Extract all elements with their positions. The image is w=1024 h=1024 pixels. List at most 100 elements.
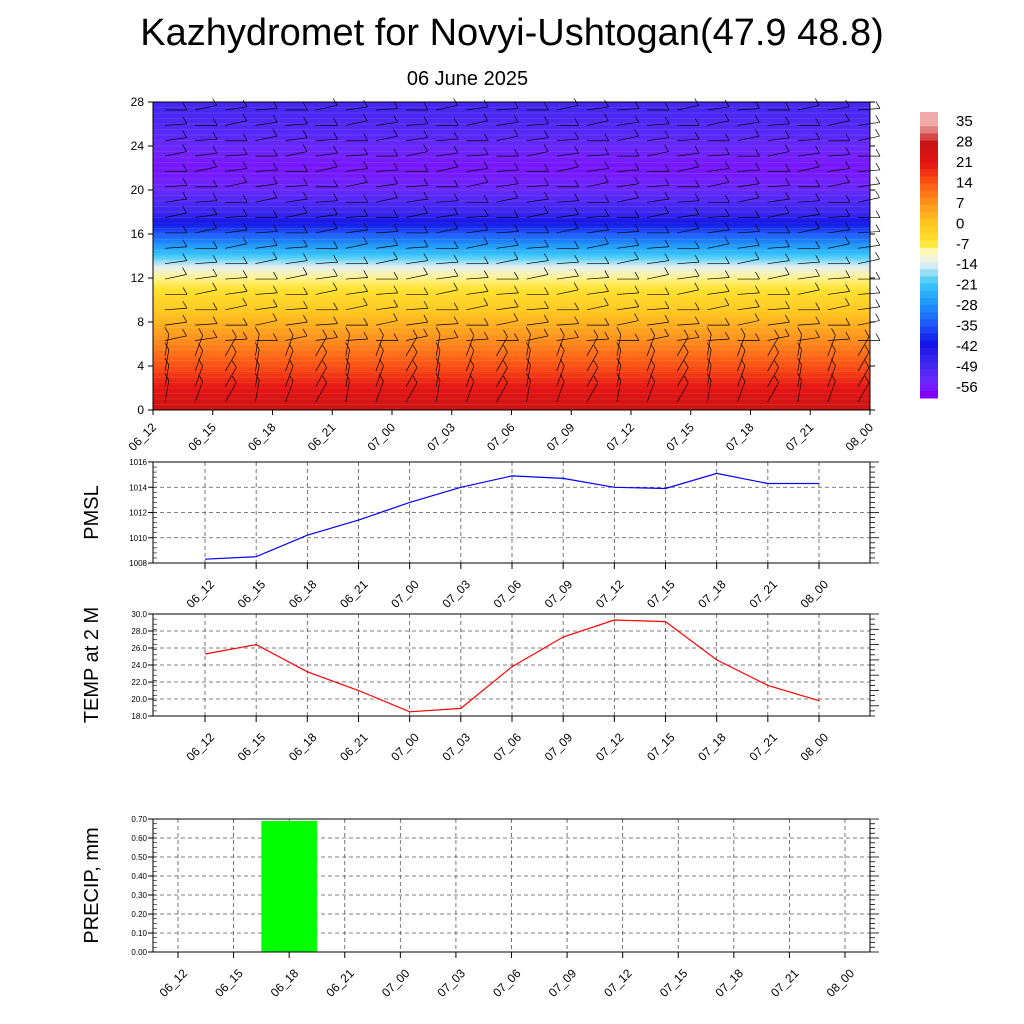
x-tick-label: 07_12 (593, 730, 627, 764)
x-tick-label: 07_15 (644, 577, 678, 611)
wind-barb (797, 138, 820, 142)
colorbar-swatch (920, 297, 938, 306)
wind-barb (707, 243, 729, 249)
wind-barb (526, 260, 549, 265)
wind-barb-flag (393, 238, 399, 246)
wind-barb (164, 380, 170, 403)
wind-barb (496, 231, 519, 234)
wind-barb-flag (845, 270, 851, 278)
wind-barb-flag (513, 313, 519, 321)
colorbar-swatch (920, 133, 938, 142)
wind-barb-flag (453, 159, 458, 168)
wind-barb-flag (845, 256, 851, 264)
x-tick-label: 07_21 (746, 577, 780, 611)
wind-barb-flag (845, 133, 851, 141)
wind-barb-flag (573, 221, 579, 229)
wind-barb-flag (724, 236, 730, 244)
wind-barb-flag (694, 159, 700, 168)
wind-barb-flag (664, 267, 669, 275)
wind-barb-flag (875, 148, 881, 157)
wind-barb-flag (332, 221, 338, 229)
colorbar-swatch (920, 262, 938, 270)
wind-barb (857, 382, 870, 403)
wind-barb (496, 169, 519, 172)
wind-barb-flag (616, 327, 622, 335)
wind-barb (857, 367, 870, 387)
wind-barb (285, 246, 308, 249)
wind-barb-flag (574, 193, 579, 201)
wind-barb (647, 137, 669, 142)
wind-barb (647, 123, 670, 126)
wind-barb-flag (483, 331, 489, 340)
wind-barb-flag (412, 329, 418, 338)
wind-barb-flag (574, 118, 579, 126)
colorbar-swatch (920, 290, 938, 299)
x-tick-label: 07_15 (644, 730, 678, 764)
y-tick-label: 0 (137, 403, 144, 417)
wind-barb-flag (574, 241, 579, 249)
wind-barb-flag (694, 118, 700, 126)
wind-barb-flag (724, 208, 730, 217)
wind-barb (556, 335, 565, 357)
wind-barb (315, 105, 338, 111)
colorbar-swatch (920, 240, 938, 249)
x-tick-label: 06_12 (184, 730, 218, 764)
wind-barb (435, 380, 441, 403)
wind-barb (616, 231, 639, 234)
wind-barb-flag (242, 270, 248, 278)
wind-barb (737, 350, 746, 372)
wind-barb-flag (483, 236, 489, 244)
wind-barb (707, 380, 712, 403)
x-tick-label: 06_18 (268, 966, 302, 1000)
wind-barb-flag (303, 116, 308, 125)
wind-barb-flag (423, 164, 429, 172)
colorbar-swatch (920, 369, 938, 378)
precip-bar (261, 820, 317, 952)
wind-barb-flag (182, 253, 188, 261)
wind-barb (586, 215, 609, 218)
wind-barb-flag (333, 132, 338, 140)
x-tick-label: 07_03 (435, 966, 469, 1000)
colorbar-label: -28 (956, 297, 978, 314)
wind-barb (375, 244, 398, 249)
wind-barb (556, 138, 579, 142)
wind-barb-flag (513, 115, 519, 123)
wind-barb-flag (242, 175, 248, 183)
wind-barb-flag (724, 161, 730, 169)
wind-barb-flag (875, 251, 880, 260)
wind-barb (827, 154, 850, 157)
wind-barb-flag (423, 205, 428, 214)
wind-barb-flag (724, 147, 730, 155)
wind-barb (616, 334, 622, 356)
wind-barb (255, 244, 278, 249)
wind-barb-flag (513, 238, 519, 246)
wind-barb-flag (785, 130, 790, 138)
wind-barb-flag (544, 164, 549, 172)
wind-barb-flag (755, 271, 760, 280)
colorbar-label: 0 (956, 215, 964, 232)
colorbar-swatch (920, 147, 938, 156)
wind-barb (707, 334, 712, 356)
wind-barb (647, 260, 669, 265)
wind-barb (737, 108, 760, 111)
x-tick-label: 07_21 (768, 966, 802, 1000)
colorbar-swatch (920, 212, 938, 220)
wind-barb-flag (754, 299, 760, 307)
y-tick-label: 0.40 (131, 872, 147, 881)
wind-barb-flag (362, 175, 368, 183)
x-tick-label: 07_18 (723, 420, 757, 454)
wind-barb (466, 277, 489, 280)
wind-barb-flag (303, 191, 308, 200)
wind-barb (797, 337, 820, 341)
wind-barb (737, 320, 760, 326)
wind-barb-flag (875, 313, 880, 321)
wind-barb-flag (503, 345, 508, 353)
y-tick-label: 20.0 (131, 695, 147, 704)
wind-barb (827, 335, 836, 357)
wind-barb-flag (815, 241, 821, 249)
wind-barb-flag (573, 159, 579, 168)
wind-barb (465, 365, 475, 387)
wind-barb-flag (453, 254, 459, 263)
wind-barb-flag (724, 99, 730, 108)
wind-barb-flag (182, 225, 188, 234)
